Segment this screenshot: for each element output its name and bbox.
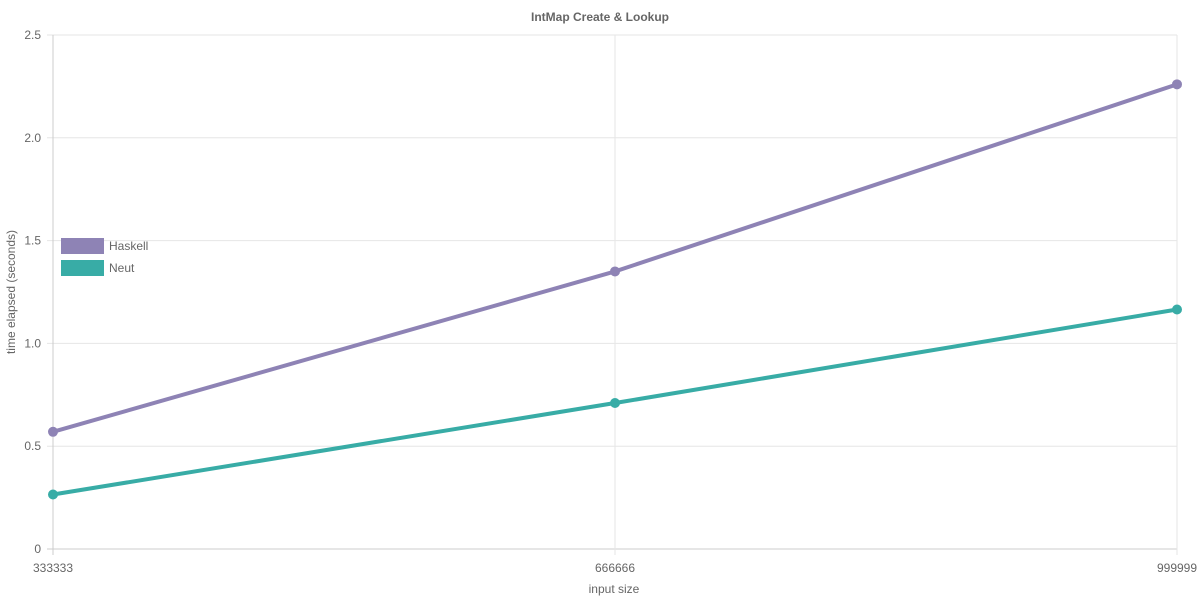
y-axis-ticks: 0 0.5 1.0 1.5 2.0 2.5 [24,28,41,556]
data-point-haskell[interactable] [610,266,620,277]
x-axis-ticks: 333333 666666 999999 [33,561,1197,575]
y-tick-label: 0 [34,542,41,556]
y-tick-label: 1.0 [24,336,41,350]
legend-swatch-haskell [61,238,104,254]
chart-title: IntMap Create & Lookup [531,10,669,24]
grid [47,34,1178,555]
legend-swatch-neut [61,260,104,276]
y-tick-label: 2.5 [24,28,41,42]
data-point-haskell[interactable] [1172,79,1182,90]
legend-label-neut: Neut [109,261,135,275]
data-point-neut[interactable] [1172,304,1182,315]
data-point-haskell[interactable] [48,426,58,437]
y-tick-label: 2.0 [24,131,41,145]
legend: Haskell Neut [61,238,148,276]
y-tick-label: 1.5 [24,234,41,248]
x-tick-label: 333333 [33,561,73,575]
x-axis-label: input size [589,582,640,596]
x-tick-label: 666666 [595,561,635,575]
y-tick-label: 0.5 [24,439,41,453]
data-point-neut[interactable] [610,398,620,409]
legend-label-haskell: Haskell [109,239,148,253]
y-axis-label: time elapsed (seconds) [4,230,18,354]
data-point-neut[interactable] [48,489,58,500]
series-group [48,79,1182,500]
x-tick-label: 999999 [1157,561,1197,575]
